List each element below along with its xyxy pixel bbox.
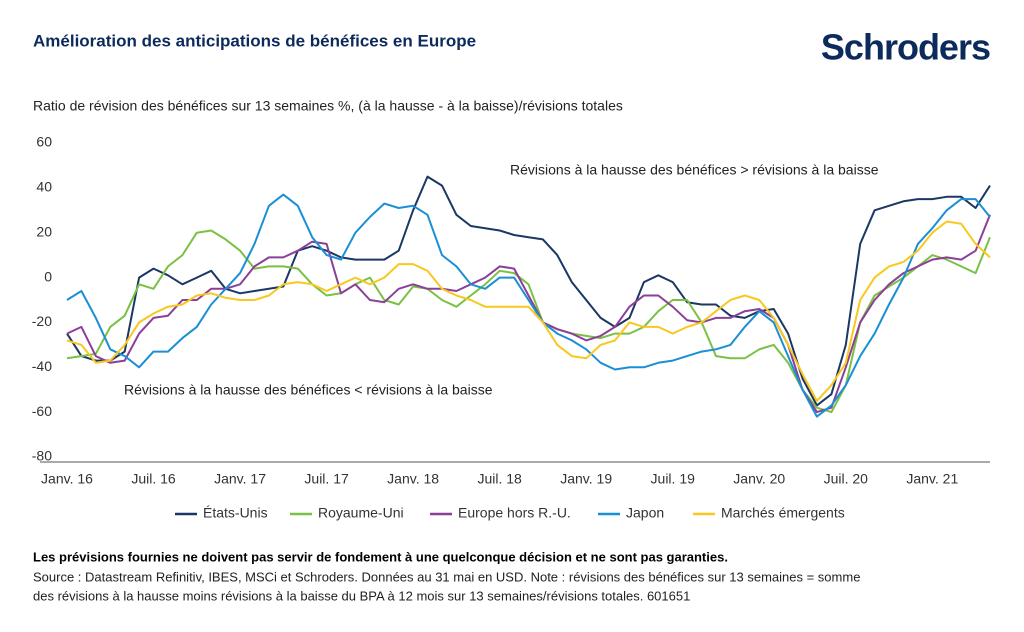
y-tick-label: 20 [36, 223, 52, 239]
series-line [66, 229, 991, 414]
x-tick-label: Janv. 16 [41, 471, 93, 487]
y-tick-label: 60 [36, 134, 52, 150]
y-tick-label: 0 [44, 268, 52, 284]
legend-label: Royaume-Uni [318, 505, 404, 521]
x-tick-label: Juil. 17 [304, 471, 349, 487]
y-tick-label: -80 [32, 448, 52, 464]
legend-label: États-Unis [203, 505, 268, 521]
x-tick-label: Janv. 19 [560, 471, 612, 487]
x-tick-label: Juil. 16 [131, 471, 176, 487]
chart-title: Amélioration des anticipations de bénéfi… [33, 31, 476, 50]
y-tick-label: 40 [36, 179, 52, 195]
subtitle: Ratio de révision des bénéfices sur 13 s… [33, 98, 623, 114]
y-tick-label: -60 [32, 403, 52, 419]
x-tick-label: Janv. 17 [214, 471, 266, 487]
y-tick-label: -20 [32, 313, 52, 329]
x-tick-label: Janv. 20 [733, 471, 785, 487]
logo: Schroders [821, 27, 990, 68]
annotation: Révisions à la hausse des bénéfices > ré… [510, 162, 879, 178]
legend-label: Marchés émergents [721, 505, 845, 521]
x-tick-label: Juil. 18 [477, 471, 522, 487]
x-tick-label: Juil. 20 [824, 471, 869, 487]
series-line [66, 193, 991, 418]
x-tick-label: Juil. 19 [651, 471, 696, 487]
series-line [66, 220, 991, 402]
series-line [66, 214, 991, 414]
y-tick-label: -40 [32, 358, 52, 374]
source: des révisions à la hausse moins révision… [33, 588, 690, 603]
x-tick-label: Janv. 18 [387, 471, 439, 487]
source: Source : Datastream Refinitiv, IBES, MSC… [33, 569, 860, 584]
annotation: Révisions à la hausse des bénéfices < ré… [124, 382, 493, 398]
legend-label: Japon [626, 505, 664, 521]
x-tick-label: Janv. 21 [906, 471, 958, 487]
legend-label: Europe hors R.-U. [458, 505, 571, 521]
series-line [66, 175, 991, 407]
disclaimer: Les prévisions fournies ne doivent pas s… [33, 549, 728, 564]
